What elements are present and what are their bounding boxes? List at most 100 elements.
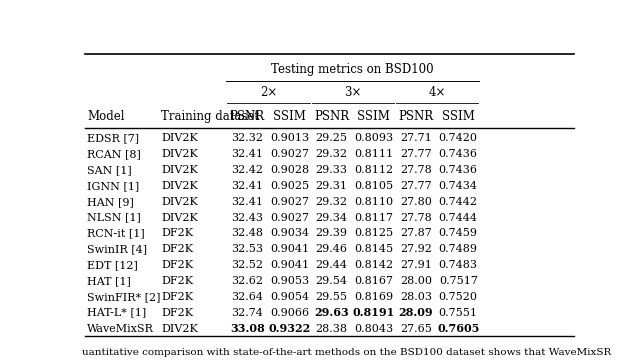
Text: 27.80: 27.80 [400, 197, 432, 207]
Text: 0.9066: 0.9066 [270, 308, 309, 318]
Text: 0.7520: 0.7520 [438, 292, 477, 302]
Text: 29.31: 29.31 [316, 181, 348, 191]
Text: 0.9013: 0.9013 [270, 134, 309, 143]
Text: 0.7444: 0.7444 [438, 213, 477, 223]
Text: DIV2K: DIV2K [161, 323, 198, 334]
Text: 0.8112: 0.8112 [355, 165, 394, 175]
Text: 0.7420: 0.7420 [438, 134, 477, 143]
Text: 0.7434: 0.7434 [438, 181, 477, 191]
Text: 0.8043: 0.8043 [355, 323, 394, 334]
Text: PSNR: PSNR [399, 110, 434, 123]
Text: 0.8142: 0.8142 [355, 260, 394, 270]
Text: 0.7551: 0.7551 [438, 308, 477, 318]
Text: 27.77: 27.77 [400, 181, 432, 191]
Text: 0.8117: 0.8117 [355, 213, 394, 223]
Text: DF2K: DF2K [161, 260, 193, 270]
Text: 29.54: 29.54 [316, 276, 348, 286]
Text: PSNR: PSNR [230, 110, 265, 123]
Text: DF2K: DF2K [161, 229, 193, 239]
Text: DIV2K: DIV2K [161, 197, 198, 207]
Text: 0.8169: 0.8169 [355, 292, 394, 302]
Text: Training dataset: Training dataset [161, 110, 259, 123]
Text: 27.78: 27.78 [400, 165, 432, 175]
Text: 33.08: 33.08 [230, 323, 265, 334]
Text: 0.8145: 0.8145 [355, 244, 394, 254]
Text: HAT-L* [1]: HAT-L* [1] [87, 308, 146, 318]
Text: SSIM: SSIM [358, 110, 390, 123]
Text: 32.64: 32.64 [232, 292, 264, 302]
Text: SwinIR [4]: SwinIR [4] [87, 244, 147, 254]
Text: 0.8125: 0.8125 [355, 229, 394, 239]
Text: DIV2K: DIV2K [161, 149, 198, 159]
Text: 27.92: 27.92 [400, 244, 432, 254]
Text: 0.9027: 0.9027 [270, 213, 309, 223]
Text: 32.43: 32.43 [232, 213, 264, 223]
Text: DF2K: DF2K [161, 276, 193, 286]
Text: 27.87: 27.87 [400, 229, 432, 239]
Text: WaveMixSR: WaveMixSR [87, 323, 154, 334]
Text: RCAN [8]: RCAN [8] [87, 149, 141, 159]
Text: 27.91: 27.91 [400, 260, 432, 270]
Text: 0.7436: 0.7436 [438, 165, 477, 175]
Text: 32.53: 32.53 [232, 244, 264, 254]
Text: HAN [9]: HAN [9] [87, 197, 134, 207]
Text: 28.38: 28.38 [316, 323, 348, 334]
Text: IGNN [1]: IGNN [1] [87, 181, 139, 191]
Text: uantitative comparison with state-of-the-art methods on the BSD100 dataset shows: uantitative comparison with state-of-the… [83, 348, 612, 357]
Text: 0.7489: 0.7489 [438, 244, 477, 254]
Text: RCN-it [1]: RCN-it [1] [87, 229, 145, 239]
Text: 0.7517: 0.7517 [439, 276, 477, 286]
Text: 0.8167: 0.8167 [355, 276, 394, 286]
Text: 29.32: 29.32 [316, 149, 348, 159]
Text: 29.63: 29.63 [314, 307, 349, 318]
Text: 29.46: 29.46 [316, 244, 348, 254]
Text: 0.9027: 0.9027 [270, 197, 309, 207]
Text: 0.9041: 0.9041 [270, 260, 309, 270]
Text: HAT [1]: HAT [1] [87, 276, 131, 286]
Text: NLSN [1]: NLSN [1] [87, 213, 141, 223]
Text: 29.25: 29.25 [316, 134, 348, 143]
Text: 32.42: 32.42 [232, 165, 264, 175]
Text: 0.8191: 0.8191 [353, 307, 395, 318]
Text: 0.7436: 0.7436 [438, 149, 477, 159]
Text: 29.39: 29.39 [316, 229, 348, 239]
Text: DF2K: DF2K [161, 308, 193, 318]
Text: 0.8110: 0.8110 [355, 197, 394, 207]
Text: 32.41: 32.41 [232, 181, 264, 191]
Text: 27.71: 27.71 [400, 134, 432, 143]
Text: DF2K: DF2K [161, 244, 193, 254]
Text: 29.55: 29.55 [316, 292, 348, 302]
Text: 29.32: 29.32 [316, 197, 348, 207]
Text: 28.00: 28.00 [400, 276, 432, 286]
Text: 32.52: 32.52 [232, 260, 264, 270]
Text: 32.48: 32.48 [232, 229, 264, 239]
Text: 0.7442: 0.7442 [438, 197, 477, 207]
Text: 0.9025: 0.9025 [270, 181, 309, 191]
Text: DIV2K: DIV2K [161, 134, 198, 143]
Text: 0.7483: 0.7483 [438, 260, 477, 270]
Text: SwinFIR* [2]: SwinFIR* [2] [87, 292, 161, 302]
Text: DF2K: DF2K [161, 292, 193, 302]
Text: Testing metrics on BSD100: Testing metrics on BSD100 [271, 63, 434, 76]
Text: 0.7605: 0.7605 [437, 323, 479, 334]
Text: 0.9054: 0.9054 [270, 292, 309, 302]
Text: 32.41: 32.41 [232, 197, 264, 207]
Text: DIV2K: DIV2K [161, 181, 198, 191]
Text: 0.9034: 0.9034 [270, 229, 309, 239]
Text: 27.77: 27.77 [400, 149, 432, 159]
Text: 32.32: 32.32 [232, 134, 264, 143]
Text: 32.62: 32.62 [232, 276, 264, 286]
Text: PSNR: PSNR [314, 110, 349, 123]
Text: 27.65: 27.65 [400, 323, 432, 334]
Text: EDSR [7]: EDSR [7] [87, 134, 139, 143]
Text: 2×: 2× [260, 86, 277, 99]
Text: Model: Model [87, 110, 124, 123]
Text: 0.8105: 0.8105 [355, 181, 394, 191]
Text: 28.09: 28.09 [399, 307, 433, 318]
Text: 0.9053: 0.9053 [270, 276, 309, 286]
Text: 28.03: 28.03 [400, 292, 432, 302]
Text: 32.41: 32.41 [232, 149, 264, 159]
Text: 0.9028: 0.9028 [270, 165, 309, 175]
Text: 29.34: 29.34 [316, 213, 348, 223]
Text: 0.9027: 0.9027 [270, 149, 309, 159]
